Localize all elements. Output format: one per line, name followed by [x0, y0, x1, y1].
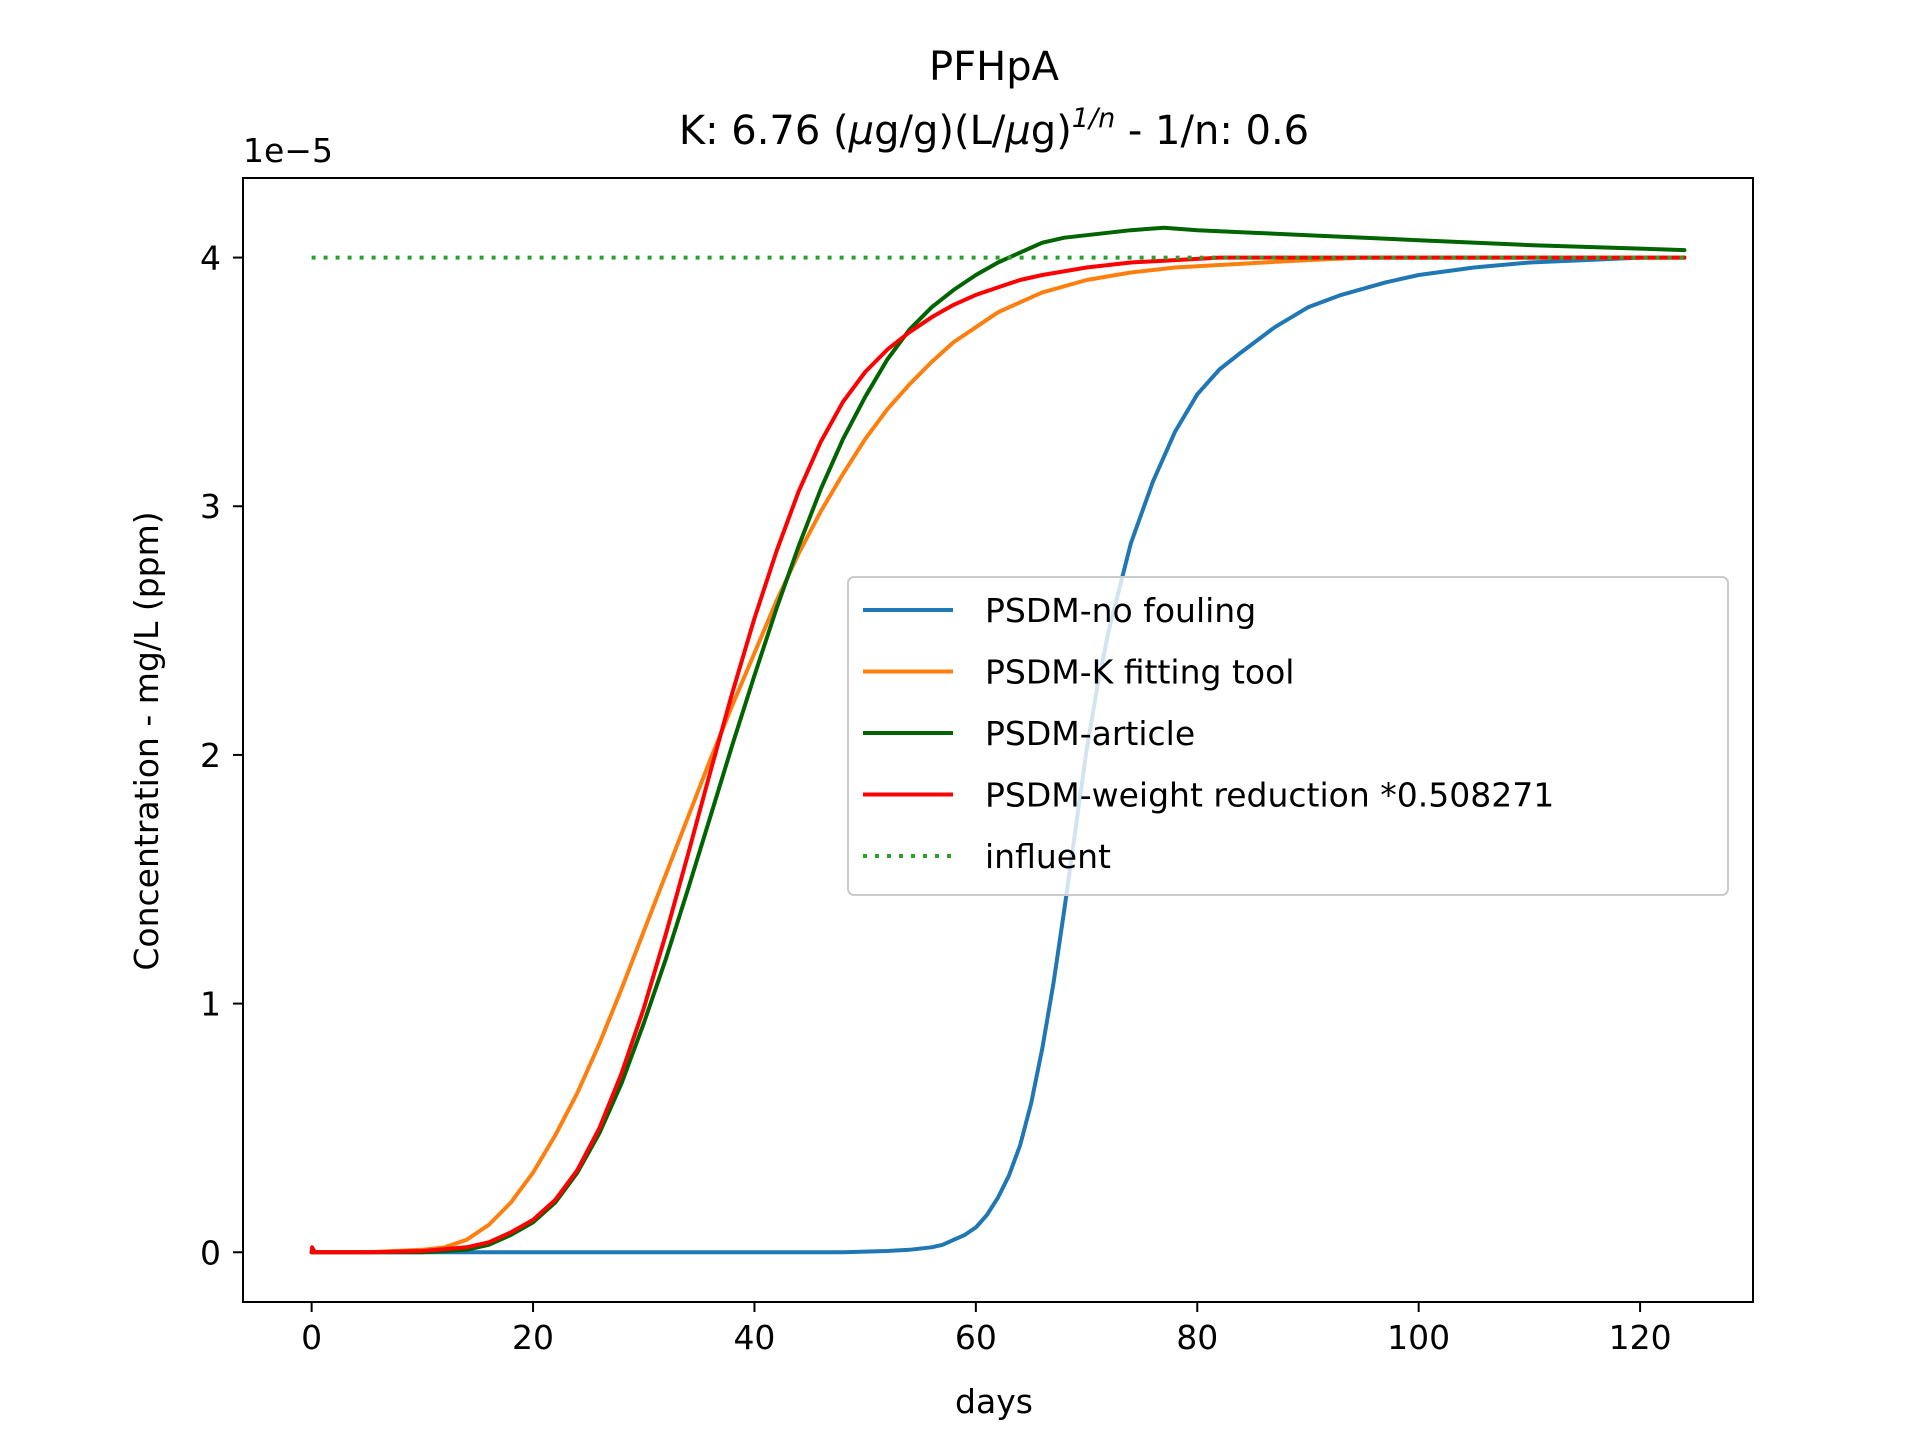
y-tick-label: 4: [200, 239, 221, 278]
legend-label: influent: [985, 837, 1111, 876]
legend-label: PSDM-weight reduction *0.508271: [985, 776, 1554, 815]
series-line-psdm-weight-reduction-0-508271: [309, 255, 1687, 1255]
y-tick-label: 1: [200, 985, 221, 1024]
x-tick-label: 40: [733, 1318, 775, 1357]
series-line-psdm-no-fouling: [309, 255, 1687, 1255]
plot-frame: [242, 177, 1754, 1303]
x-tick-label: 0: [301, 1318, 322, 1357]
legend-box: [847, 576, 1729, 896]
chart-subtitle: K: 6.76 (μg/g)(L/μg)1/n - 1/n: 0.6: [679, 103, 1309, 154]
x-tick-label: 120: [1609, 1318, 1672, 1357]
legend: PSDM-no fouling PSDM-K fitting tool PSDM-a…: [847, 576, 1729, 896]
y-axis: 0 1 2 3 4: [200, 239, 243, 1272]
x-axis: 0 20 40 60 80 100 120: [301, 1302, 1672, 1357]
legend-label: PSDM-no fouling: [985, 591, 1256, 630]
x-tick-label: 100: [1387, 1318, 1450, 1357]
y-tick-label: 2: [200, 736, 221, 775]
y-offset-label: 1e−5: [243, 131, 333, 170]
chart-title: PFHpA: [929, 44, 1060, 90]
y-tick-label: 3: [200, 487, 221, 526]
legend-label: PSDM-article: [985, 714, 1195, 753]
x-axis-label: days: [955, 1382, 1033, 1421]
x-tick-label: 20: [512, 1318, 554, 1357]
x-tick-label: 80: [1176, 1318, 1218, 1357]
y-axis-label: Concentration - mg/L (ppm): [127, 511, 166, 970]
series-line-psdm-k-fitting-tool: [309, 255, 1687, 1255]
series-layer: [309, 225, 1687, 1255]
y-tick-label: 0: [200, 1233, 221, 1272]
legend-label: PSDM-K fitting tool: [985, 653, 1294, 692]
x-tick-label: 60: [955, 1318, 997, 1357]
